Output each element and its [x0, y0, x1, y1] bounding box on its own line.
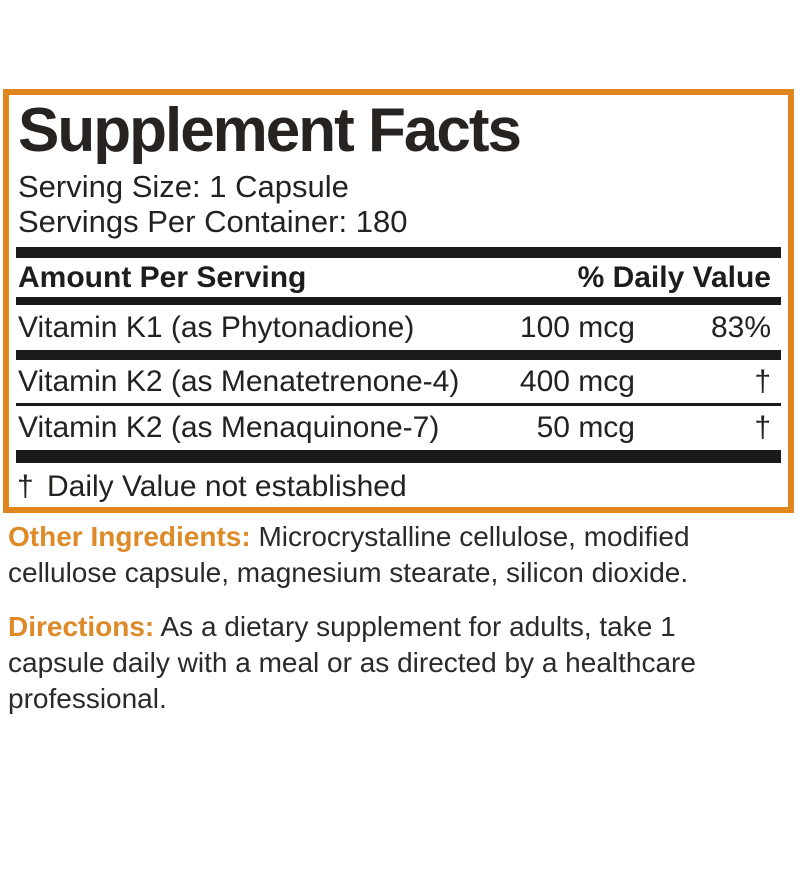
other-ingredients-label: Other Ingredients:	[8, 521, 251, 552]
divider-thin	[16, 403, 781, 406]
supplement-facts-panel: Supplement Facts Serving Size: 1 Capsule…	[3, 89, 794, 513]
nutrient-daily-value: 83%	[710, 311, 771, 344]
divider-thick-mid	[16, 350, 781, 360]
footnote-text: Daily Value not established	[47, 470, 407, 503]
nutrient-amount: 100 mcg	[519, 311, 635, 344]
panel-title: Supplement Facts	[18, 96, 522, 165]
daily-value-header: % Daily Value	[577, 261, 771, 294]
nutrient-row-vitamin-k2-mk7: Vitamin K2 (as Menaquinone-7) 50 mcg †	[16, 406, 781, 450]
nutrient-name: Vitamin K1 (as Phytonadione)	[18, 311, 415, 344]
servings-per-container-line: Servings Per Container: 180	[18, 204, 408, 239]
directions-paragraph: Directions: As a dietary supplement for …	[8, 609, 772, 717]
divider-thick-bottom	[16, 450, 781, 463]
amount-per-serving-header: Amount Per Serving	[18, 261, 307, 294]
other-ingredients-paragraph: Other Ingredients: Microcrystalline cell…	[8, 519, 772, 591]
nutrient-daily-value: †	[754, 411, 771, 444]
divider-thick-top	[16, 247, 781, 258]
other-ingredients-text: Microcrystalline cellulose, modified cel…	[8, 521, 690, 588]
directions-text: As a dietary supplement for adults, take…	[8, 611, 696, 714]
directions-label: Directions:	[8, 611, 155, 642]
nutrient-name: Vitamin K2 (as Menaquinone-7)	[18, 411, 440, 444]
nutrient-daily-value: †	[754, 365, 771, 398]
divider-below-header	[16, 297, 781, 305]
table-header-row: Amount Per Serving % Daily Value	[16, 258, 781, 297]
nutrient-row-vitamin-k1: Vitamin K1 (as Phytonadione) 100 mcg 83%	[16, 305, 781, 350]
nutrient-amount: 50 mcg	[536, 411, 635, 444]
daily-value-footnote: † Daily Value not established	[16, 463, 781, 507]
serving-info: Serving Size: 1 Capsule Servings Per Con…	[16, 169, 781, 239]
nutrient-row-vitamin-k2-mk4: Vitamin K2 (as Menatetrenone-4) 400 mcg …	[16, 360, 781, 403]
nutrient-amount: 400 mcg	[519, 365, 635, 398]
nutrient-name: Vitamin K2 (as Menatetrenone-4)	[18, 365, 460, 398]
serving-size-line: Serving Size: 1 Capsule	[18, 169, 349, 204]
dagger-symbol: †	[17, 470, 34, 503]
supplement-label-page: Supplement Facts Serving Size: 1 Capsule…	[0, 89, 800, 889]
